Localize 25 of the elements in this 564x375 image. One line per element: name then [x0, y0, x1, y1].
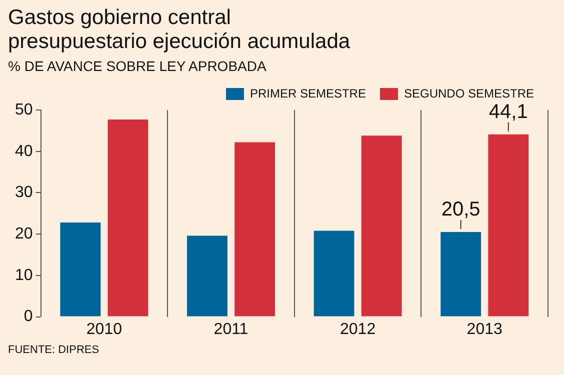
y-tick-label: 10	[15, 266, 33, 284]
x-tick-label: 2013	[466, 320, 502, 338]
bar	[234, 142, 275, 316]
source-note: FUENTE: DIPRES	[8, 344, 100, 356]
chart-title: Gastos gobierno central presupuestario ejecución acumulada	[8, 6, 352, 54]
bar	[108, 120, 148, 316]
y-tick-label: 0	[24, 308, 33, 326]
y-tick-label: 50	[15, 101, 33, 118]
x-tick-label: 2012	[340, 320, 376, 338]
bar	[361, 136, 402, 316]
x-tick-label: 2010	[86, 320, 122, 338]
bar	[187, 236, 228, 316]
data-label: 20,5	[441, 198, 480, 221]
bar	[488, 134, 529, 316]
y-tick-label: 30	[15, 184, 33, 202]
legend-label: PRIMER SEMESTRE	[250, 86, 366, 100]
legend-label: SEGUNDO SEMESTRE	[404, 86, 534, 100]
y-tick-label: 40	[15, 142, 33, 160]
y-tick-label: 20	[15, 225, 33, 242]
chart-subtitle: % DE AVANCE SOBRE LEY APROBADA	[8, 58, 268, 74]
x-tick-label: 2011	[214, 320, 248, 338]
bar	[314, 230, 354, 316]
data-label: 44,1	[488, 100, 528, 123]
bar	[60, 222, 101, 316]
bar	[440, 232, 482, 316]
